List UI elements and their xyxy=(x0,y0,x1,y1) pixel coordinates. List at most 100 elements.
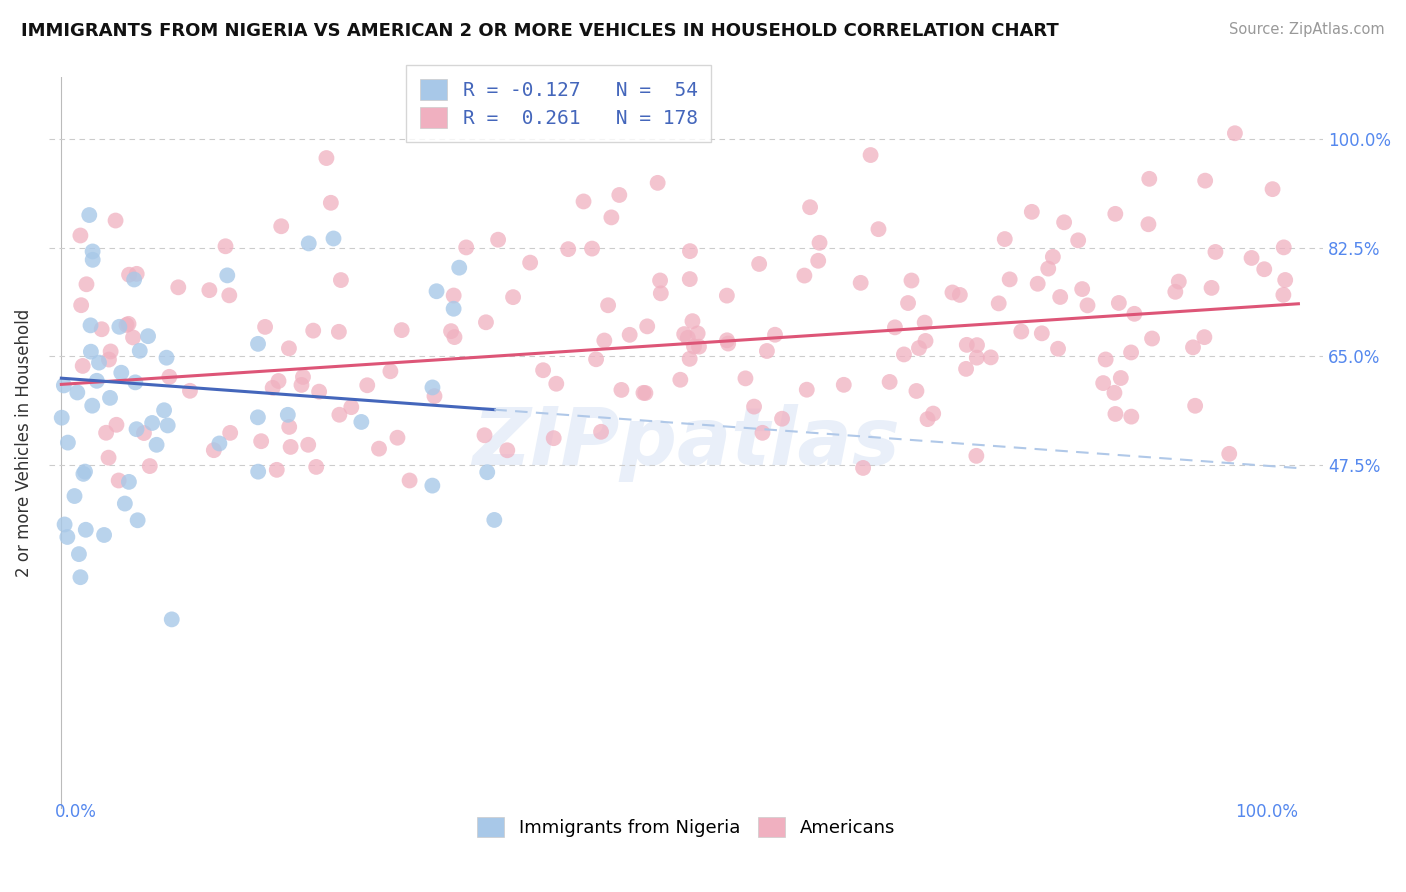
Point xyxy=(619,327,641,342)
Point xyxy=(1204,244,1226,259)
Point xyxy=(305,459,328,474)
Point xyxy=(80,344,103,359)
Point xyxy=(987,296,1010,310)
Point xyxy=(340,400,363,414)
Point xyxy=(496,443,519,458)
Point xyxy=(127,513,149,527)
Point xyxy=(832,377,855,392)
Text: 100.0%: 100.0% xyxy=(1236,803,1298,821)
Point xyxy=(1053,215,1076,229)
Point xyxy=(97,352,120,367)
Point xyxy=(82,399,104,413)
Point xyxy=(879,375,901,389)
Point xyxy=(202,443,225,458)
Point xyxy=(82,244,104,259)
Point xyxy=(72,467,94,481)
Point xyxy=(1038,261,1060,276)
Point xyxy=(104,213,127,227)
Point xyxy=(115,318,138,332)
Point xyxy=(100,344,122,359)
Point xyxy=(1109,371,1132,385)
Point xyxy=(217,268,239,283)
Point xyxy=(519,255,541,269)
Point xyxy=(53,517,76,532)
Point xyxy=(456,240,478,254)
Point xyxy=(122,272,145,286)
Point xyxy=(716,288,738,302)
Point xyxy=(1047,342,1070,356)
Point xyxy=(139,459,162,474)
Text: ZIPpatlas: ZIPpatlas xyxy=(472,404,900,483)
Point xyxy=(280,440,302,454)
Point xyxy=(153,403,176,417)
Point xyxy=(955,362,977,376)
Point xyxy=(914,334,936,348)
Point xyxy=(900,273,922,287)
Point xyxy=(117,317,139,331)
Point xyxy=(956,338,979,352)
Point xyxy=(125,267,148,281)
Point xyxy=(546,376,568,391)
Point xyxy=(108,319,131,334)
Point xyxy=(742,400,765,414)
Point xyxy=(486,233,509,247)
Point xyxy=(214,239,236,253)
Point xyxy=(908,341,931,355)
Point xyxy=(368,442,391,456)
Point xyxy=(755,343,778,358)
Point xyxy=(90,322,112,336)
Point xyxy=(398,474,420,488)
Point xyxy=(425,285,447,299)
Point xyxy=(125,422,148,436)
Point xyxy=(167,280,190,294)
Point xyxy=(1240,251,1263,265)
Point xyxy=(218,288,240,302)
Point xyxy=(449,260,471,275)
Point xyxy=(679,244,702,259)
Point xyxy=(328,325,350,339)
Point xyxy=(770,411,793,425)
Point xyxy=(600,211,623,225)
Point xyxy=(1194,330,1216,344)
Text: Source: ZipAtlas.com: Source: ZipAtlas.com xyxy=(1229,22,1385,37)
Point xyxy=(267,374,290,388)
Point xyxy=(994,232,1017,246)
Point xyxy=(581,242,603,256)
Point xyxy=(849,276,872,290)
Point xyxy=(291,370,314,384)
Point xyxy=(1049,290,1071,304)
Point xyxy=(246,410,269,425)
Point xyxy=(1021,204,1043,219)
Point xyxy=(531,363,554,377)
Point xyxy=(633,385,655,400)
Point xyxy=(716,334,738,348)
Point xyxy=(636,319,658,334)
Point xyxy=(634,386,657,401)
Point xyxy=(51,410,73,425)
Point xyxy=(208,436,231,450)
Point xyxy=(917,412,939,426)
Point xyxy=(160,612,183,626)
Point xyxy=(1253,262,1275,277)
Point xyxy=(593,334,616,348)
Point xyxy=(589,425,612,439)
Point xyxy=(128,343,150,358)
Point xyxy=(179,384,201,398)
Point xyxy=(610,383,633,397)
Point xyxy=(557,242,579,256)
Point xyxy=(277,408,299,422)
Point xyxy=(297,438,319,452)
Point xyxy=(1104,385,1126,400)
Text: 0.0%: 0.0% xyxy=(55,803,97,821)
Point xyxy=(647,176,669,190)
Point xyxy=(1031,326,1053,341)
Point xyxy=(1164,285,1187,299)
Point xyxy=(107,474,129,488)
Point xyxy=(799,200,821,214)
Point xyxy=(247,465,270,479)
Point xyxy=(70,298,93,312)
Point xyxy=(1137,171,1160,186)
Point xyxy=(105,417,128,432)
Point xyxy=(1167,275,1189,289)
Point xyxy=(650,286,672,301)
